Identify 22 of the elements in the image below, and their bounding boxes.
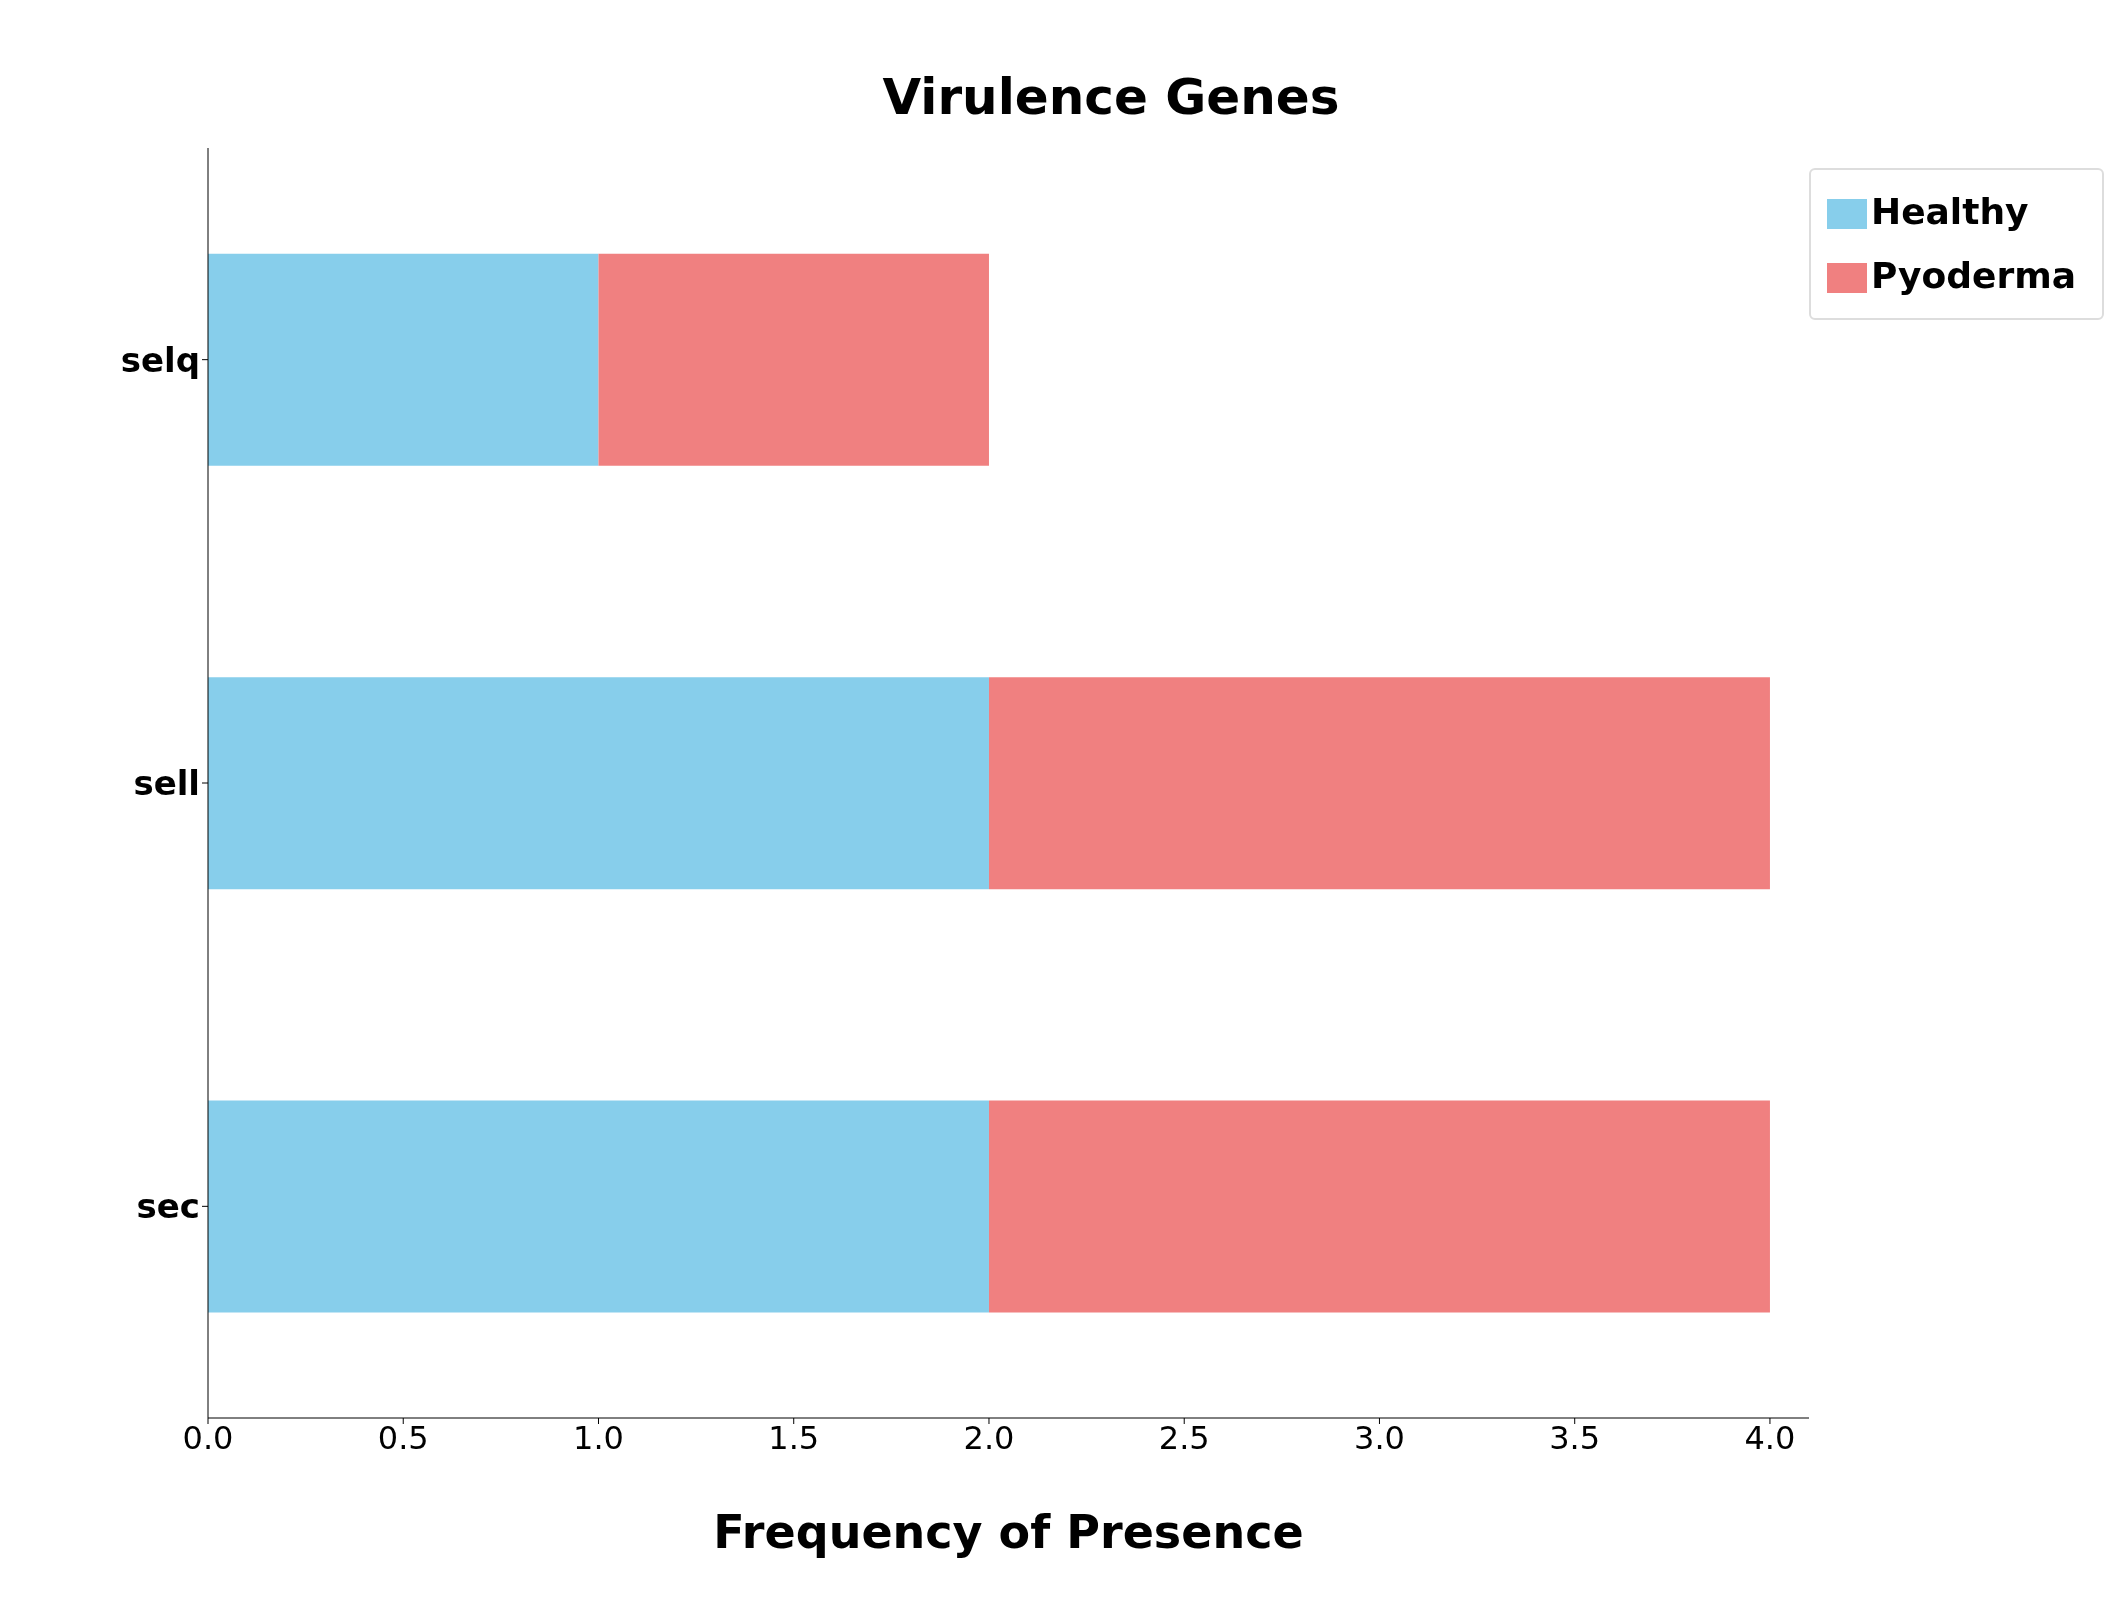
x-tick-label: 0.0 bbox=[182, 1418, 234, 1457]
bar bbox=[208, 1100, 989, 1313]
x-tick-label: 2.0 bbox=[963, 1418, 1015, 1457]
x-tick-label: 2.5 bbox=[1158, 1418, 1210, 1457]
x-tick-label: 1.5 bbox=[768, 1418, 820, 1457]
y-tick-label: sec bbox=[136, 1186, 200, 1227]
bar bbox=[988, 1100, 1770, 1313]
x-axis-title: Frequency of Presence bbox=[713, 1505, 1304, 1559]
x-tick-label: 0.5 bbox=[377, 1418, 429, 1457]
chart-title: Virulence Genes bbox=[881, 67, 1341, 128]
y-tick-label: selq bbox=[120, 339, 200, 380]
x-tick-label: 3.5 bbox=[1549, 1418, 1601, 1457]
bar bbox=[208, 253, 599, 466]
x-tick-label: 4.0 bbox=[1744, 1418, 1796, 1457]
bar bbox=[208, 677, 989, 890]
x-tick-label: 1.0 bbox=[573, 1418, 624, 1457]
bar bbox=[598, 253, 989, 466]
legend-label: Healthy bbox=[1871, 191, 2029, 232]
legend-label: Pyoderma bbox=[1871, 255, 2076, 296]
x-tick-label: 3.0 bbox=[1354, 1418, 1405, 1457]
y-tick-label: sell bbox=[133, 763, 200, 804]
bar bbox=[988, 677, 1770, 890]
